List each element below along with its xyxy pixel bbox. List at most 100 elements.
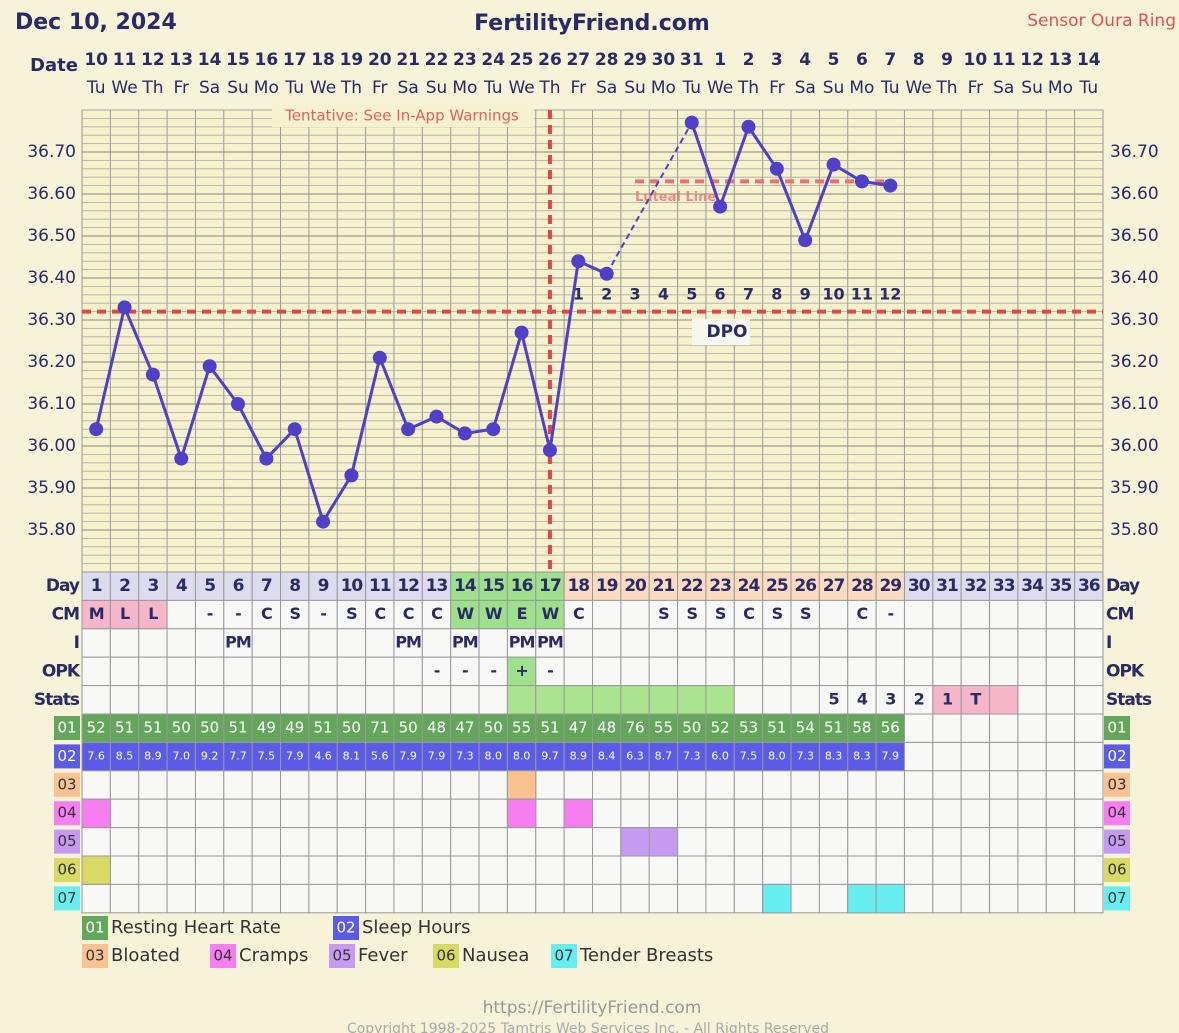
weekday-label: Su: [823, 78, 845, 98]
code-label: 07: [554, 947, 573, 965]
date-label: 7: [884, 50, 896, 70]
cell: [166, 770, 196, 800]
cell: [251, 628, 282, 658]
sensor-cell: [365, 741, 395, 772]
cell: [903, 770, 934, 800]
sensor-cell: [563, 713, 594, 743]
cell-text: L: [148, 604, 158, 623]
cell: [592, 855, 622, 885]
sensor-value: 5.6: [371, 750, 389, 763]
cell: [847, 656, 877, 687]
cell: [81, 770, 111, 800]
code-box: [329, 944, 355, 968]
code-box: [1104, 716, 1130, 740]
sensor-value: 8.7: [655, 750, 673, 763]
code-box: [333, 916, 359, 940]
symptom-cell: [762, 883, 792, 914]
day-number: 15: [482, 576, 504, 596]
date-label: 13: [169, 50, 193, 70]
weekday-label: Th: [538, 78, 560, 98]
row-label: I: [74, 633, 79, 653]
cell: [109, 770, 140, 800]
sensor-cell: [847, 713, 877, 743]
code-label: 03: [57, 775, 76, 793]
weekday-label: Su: [227, 78, 249, 98]
sensor-value: 48: [597, 719, 616, 737]
sensor-value: 51: [824, 719, 843, 737]
symptom-cell: [875, 883, 905, 914]
cell: [421, 798, 452, 829]
temperature-point: [854, 174, 869, 189]
date-label: 4: [799, 50, 811, 70]
cell: [535, 827, 565, 857]
cell: [790, 599, 820, 630]
sensor-value: 7.5: [258, 750, 276, 763]
cell-text: W: [542, 604, 560, 623]
date-label: 12: [141, 50, 165, 70]
sensor-value: 50: [682, 719, 701, 737]
cell-text: M: [89, 604, 104, 623]
cell: [393, 827, 423, 857]
sensor-value: 55: [654, 719, 673, 737]
sensor-value: 7.7: [229, 750, 247, 763]
cell: [790, 883, 820, 914]
temperature-point: [542, 443, 557, 458]
cell: [1017, 599, 1047, 630]
cell: [989, 628, 1019, 658]
cell: [960, 827, 991, 857]
cell: [677, 855, 707, 885]
day-number: 35: [1050, 576, 1072, 596]
symptom-cell: [81, 798, 111, 829]
y-tick-label-right: 36.70: [1110, 142, 1159, 162]
cell: [506, 827, 537, 857]
temperature-point: [145, 367, 160, 382]
cell: [280, 628, 310, 658]
day-number: 3: [147, 576, 158, 596]
cell: [903, 741, 934, 772]
cell: [762, 628, 792, 658]
cell-text: C: [431, 604, 442, 623]
code-label: 06: [436, 947, 455, 965]
cell: [620, 883, 650, 914]
code-box: [1104, 886, 1130, 911]
cell: [109, 798, 140, 829]
cell: [336, 827, 367, 857]
cell-text: -: [462, 661, 468, 680]
temperature-point: [883, 178, 898, 193]
y-tick-label-right: 36.30: [1110, 310, 1159, 330]
date-label: 11: [992, 50, 1016, 70]
symptom-cell: [506, 798, 537, 829]
cell-text: S: [772, 604, 783, 623]
date-label: 17: [283, 50, 307, 70]
cell: [478, 770, 508, 800]
sensor-label: Sensor Oura Ring: [1027, 11, 1176, 31]
date-label: 21: [396, 50, 420, 70]
cell: [903, 571, 934, 601]
cell: [308, 628, 338, 658]
cell: [620, 855, 650, 885]
cell: [478, 656, 508, 687]
date-label: 25: [510, 50, 534, 70]
sensor-value: 52: [87, 719, 106, 737]
code-label: 05: [57, 832, 76, 850]
cell: [620, 628, 650, 658]
dpo-label: 4: [658, 285, 669, 304]
cell: [506, 883, 537, 914]
cell: [166, 827, 196, 857]
day-number: 16: [511, 576, 533, 596]
cell: [847, 798, 877, 829]
date-label: 26: [538, 50, 562, 70]
cell: [138, 685, 168, 715]
weekday-label: Sa: [398, 78, 419, 98]
cell-text: +: [515, 661, 527, 680]
cell: [989, 741, 1019, 772]
code-box: [82, 916, 108, 940]
dpo-label: 5: [686, 285, 697, 304]
cell: [166, 883, 196, 914]
code-label: 01: [1107, 719, 1126, 737]
cell: [393, 855, 423, 885]
dpo-label: 10: [822, 285, 844, 304]
cell: [450, 827, 480, 857]
cell: [989, 883, 1019, 914]
